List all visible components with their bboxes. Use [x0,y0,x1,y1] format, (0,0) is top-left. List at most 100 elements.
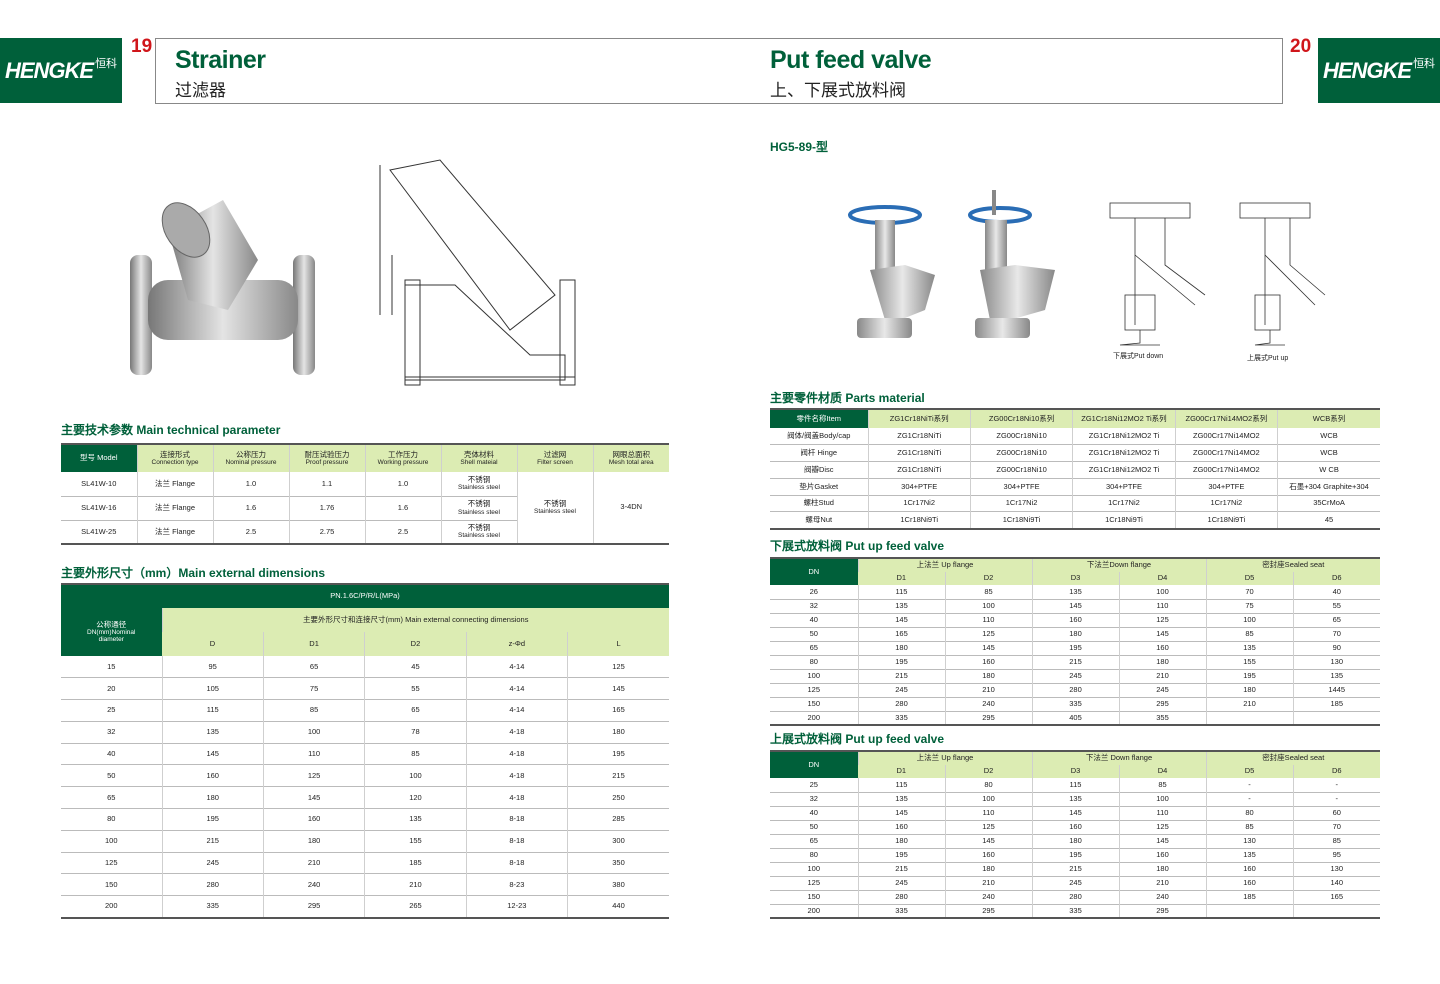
up-table: DN 上法兰 Up flange 下法兰 Down flange 密封座Sealed … [770,750,1380,919]
up-section-title: 上展式放料阀 Put up feed valve [770,732,945,746]
table-row: 阀杆 Hinge ZG1Cr18NiTi ZG00Cr18Ni10 ZG1Cr18Ni… [770,444,1380,462]
table-cell: 石墨+304 Graphite+304 [1277,478,1380,496]
table-cell: 145 [857,806,945,820]
table-cell: 135 [1031,585,1119,599]
table-cell: 100 [807,670,820,680]
table-cell: 45 [364,656,467,678]
th-nominal: 公称压力 Nominal pressure [212,444,289,472]
col-header: D6 [1292,572,1380,585]
table-cell: 180 [944,862,1032,876]
table-row: 65 180 145 180 145 130 85 [770,834,1380,848]
table-cell: 150 [104,879,118,889]
table-cell: 100 [1118,792,1206,806]
table-cell: ZG00Cr17Ni14MO2 [1174,428,1278,445]
col-header: D2 [944,572,1032,585]
table-cell: 8-18 [465,808,568,831]
table-cell: 60 [1292,806,1380,820]
shell-en: Stainless steel [458,484,500,492]
table-cell: 180 [1118,655,1206,669]
group-header: 下法兰 Down flange [1031,751,1206,765]
table-cell: 85 [1118,778,1206,792]
col-header: D1 [262,632,365,656]
table-cell: 65 [364,699,467,722]
table-cell: 65 [809,642,818,652]
col-header: D3 [1031,572,1119,585]
table-cell: 265 [364,895,467,918]
down-section-title: 下展式放料阀 Put up feed valve [770,539,945,553]
header-box [155,38,1283,104]
table-row: 螺母Nut 1Cr18Ni9Ti 1Cr18Ni9Ti 1Cr18Ni9Ti 1Cr18… [770,511,1380,529]
table-cell: 85 [1205,820,1293,834]
table-cell: 215 [1031,862,1119,876]
table-cell: 155 [1205,655,1293,669]
table-cell: 180 [944,669,1032,683]
th-connection: 连接形式 Connection type [136,444,213,472]
table-row: 150 280 240 280 240 185 165 [770,890,1380,904]
table-cell: 195 [857,655,945,669]
table-cell: 335 [1031,697,1119,711]
logo-cn: 恒科 [1413,57,1436,70]
col-header: ZG1Cr18NiTi系列 [867,409,971,428]
table-cell: 1Cr17Ni2 [1072,495,1176,512]
cell-proof: 1.76 [288,496,365,520]
table-cell: 1Cr17Ni2 [1174,495,1278,512]
strainer-drawing [379,159,576,386]
table-cell: 195 [857,848,945,862]
group-header: 上法兰 Up flange [857,751,1032,765]
table-row: 100 215 180 245 210 195 135 [770,669,1380,683]
table-cell: 160 [944,655,1032,669]
table-cell: 100 [104,836,118,846]
parts-table: 零件名称Item ZG1Cr18NiTi系列 ZG00Cr18Ni10系列 ZG1Cr… [770,408,1380,530]
dims-table: PN.1.6C/P/R/L(MPa) 公称通径 DN(mm)Nominal diam… [61,583,669,919]
brand-logo-left: HENGKE 恒科 [0,38,122,103]
table-cell: 100 [944,792,1032,806]
table-cell: ZG00Cr18Ni10 [969,461,1073,479]
group-header: 下法兰Down flange [1031,558,1206,572]
filter-en: Stainless steel [534,508,576,516]
table-cell [1205,904,1293,918]
table-cell: 70 [1205,585,1293,599]
dims-dn-header: 公称通径 DN(mm)Nominal diameter [61,608,162,656]
table-cell: 160 [161,764,264,787]
table-cell: 160 [1031,820,1119,834]
table-row: 32 135 100 135 100- - [770,792,1380,806]
cell-nominal: 2.5 [212,520,289,544]
cell-conn: 法兰 Flange [136,520,213,544]
table-cell: 100 [1205,613,1293,627]
shell-en: Stainless steel [458,532,500,540]
table-cell: - [1292,792,1380,806]
table-cell: 1Cr17Ni2 [969,495,1073,512]
table-cell: 125 [567,656,669,678]
table-cell: 135 [857,599,945,613]
table-cell: 1Cr18Ni9Ti [867,511,971,529]
th-model: 型号 Model [61,444,137,472]
table-row: 40 145 110 160 125 100 65 [770,613,1380,627]
table-cell: 210 [364,873,467,896]
table-cell: 135 [1205,641,1293,655]
table-cell: 195 [161,808,264,831]
table-cell: 100 [944,599,1032,613]
table-cell: 295 [262,895,365,918]
table-cell: 200 [807,905,820,915]
table-cell: 15 [107,661,116,671]
table-cell: 145 [857,613,945,627]
table-cell: 120 [364,786,467,809]
table-cell: 145 [1031,599,1119,613]
table-cell: 180 [857,834,945,848]
table-cell: 80 [809,849,818,859]
table-cell: 160 [1205,862,1293,876]
table-cell: 130 [1205,834,1293,848]
table-cell: 300 [567,830,669,853]
page-number-left: 19 [131,36,153,57]
table-cell: 32 [809,793,818,803]
table-cell: 285 [567,808,669,831]
table-cell: 195 [1031,641,1119,655]
col-header: z-Φd [465,632,568,656]
shell-cn: 不锈钢 [467,523,491,533]
table-cell: 40 [107,748,116,758]
brand-logo-right: HENGKE 恒科 [1318,38,1440,103]
table-cell: 280 [857,890,945,904]
table-cell: 50 [107,770,116,780]
table-cell: 304+PTFE [969,478,1073,496]
table-cell: 100 [364,764,467,787]
